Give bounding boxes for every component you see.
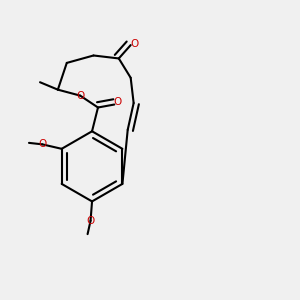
Text: O: O (86, 216, 95, 226)
Text: O: O (130, 39, 138, 49)
Text: O: O (76, 91, 84, 100)
Text: O: O (113, 97, 122, 106)
Text: O: O (38, 140, 46, 149)
